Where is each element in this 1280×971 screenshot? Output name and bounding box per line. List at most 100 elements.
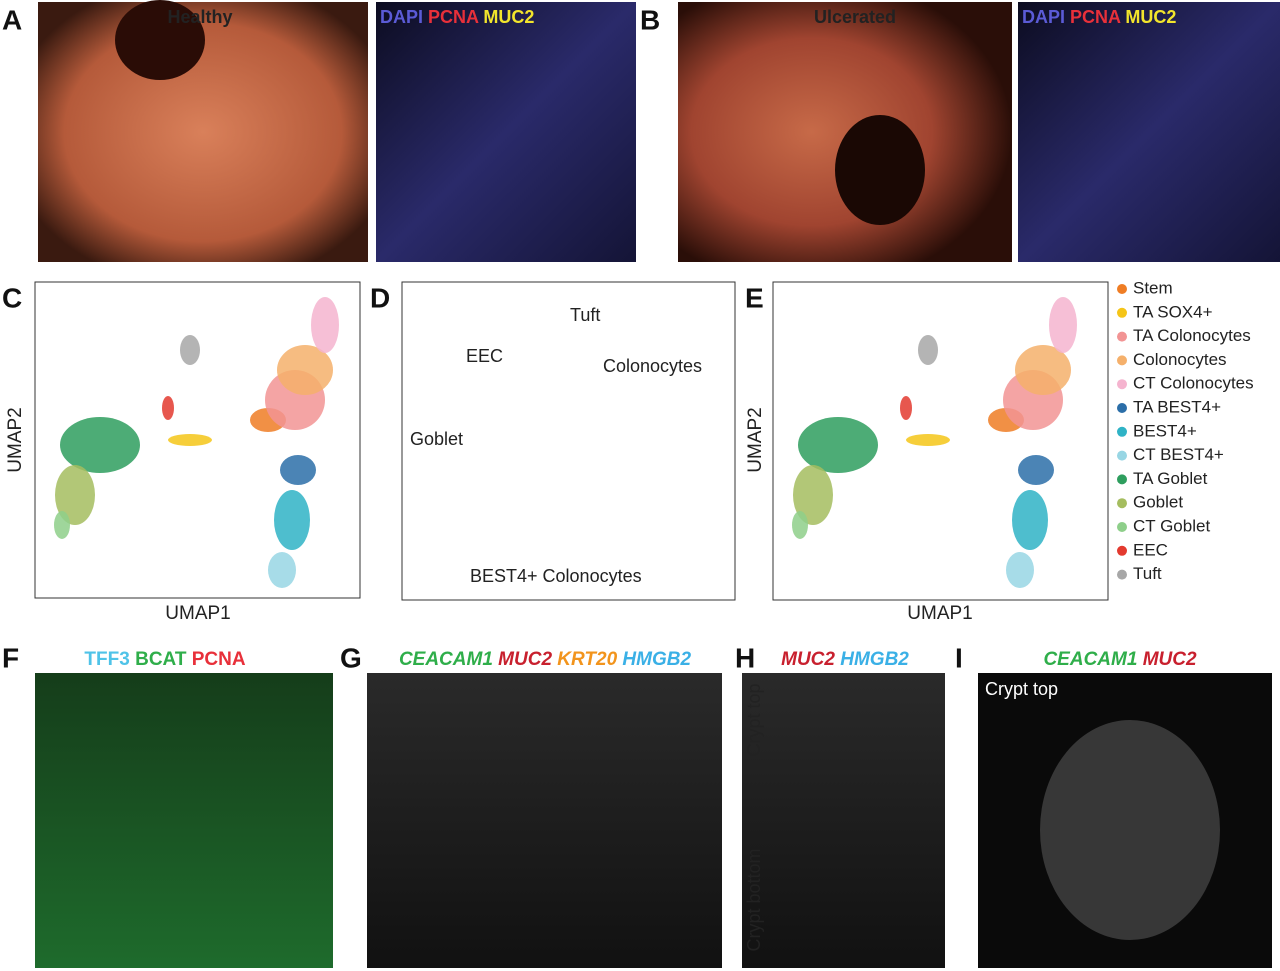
stain-label: DAPI PCNA MUC2 (380, 7, 534, 27)
x-axis-label: UMAP1 (907, 603, 972, 624)
cluster (268, 552, 296, 588)
legend-swatch (1117, 355, 1127, 366)
legend-label: CT Goblet (1133, 516, 1210, 535)
cluster (900, 396, 912, 420)
panel-letter: D (370, 282, 390, 313)
stain-name: MUC2 (498, 649, 552, 670)
region-label: Crypt top (985, 679, 1058, 699)
cluster (918, 335, 938, 365)
stain-name: MUC2 (1125, 7, 1176, 27)
paga-frame (401, 281, 736, 601)
legend-label: Stem (1133, 278, 1173, 297)
legend-label: BEST4+ (1133, 421, 1197, 440)
legend-label: Colonocytes (1133, 350, 1227, 369)
legend-swatch (1117, 331, 1127, 342)
cluster (60, 417, 140, 473)
panel-letter: G (340, 642, 362, 673)
legend-label: TA Goblet (1133, 469, 1208, 488)
stain-name: CEACAM1 (1043, 649, 1137, 670)
cluster-label: BEST4+ Colonocytes (470, 566, 642, 586)
stain-name: DAPI (1022, 7, 1065, 27)
cluster (168, 434, 212, 446)
legend-swatch (1117, 498, 1127, 509)
stain-name: MUC2 (483, 7, 534, 27)
stain-name: KRT20 (557, 649, 617, 670)
legend-label: Goblet (1133, 493, 1183, 512)
legend-label: TA SOX4+ (1133, 302, 1213, 321)
legend-swatch (1117, 284, 1127, 294)
lumen (115, 0, 205, 80)
stain-name: HMGB2 (840, 649, 909, 670)
lumen (835, 115, 925, 225)
panel-letter: C (2, 282, 22, 313)
y-axis-label: UMAP2 (5, 407, 26, 472)
stain-label: TFF3 BCAT PCNA (84, 649, 245, 670)
fluorescence-image (1018, 2, 1280, 262)
stain-name: DAPI (380, 7, 423, 27)
crypt (1040, 720, 1220, 940)
stain-label: CEACAM1 MUC2 (1043, 649, 1197, 670)
cluster (277, 345, 333, 395)
stain-label: CEACAM1 MUC2 KRT20 HMGB2 (399, 649, 692, 670)
legend-swatch (1117, 569, 1127, 580)
cluster (793, 465, 833, 525)
panel-letter: F (2, 642, 19, 673)
legend-label: Tuft (1133, 564, 1162, 583)
legend-label: CT Colonocytes (1133, 374, 1254, 393)
fluorescence-image (376, 2, 636, 262)
panel-letter: H (735, 642, 755, 673)
legend-swatch (1117, 450, 1127, 461)
legend-swatch (1117, 379, 1127, 390)
legend-label: CT BEST4+ (1133, 445, 1224, 464)
legend-label: TA Colonocytes (1133, 326, 1251, 345)
cluster (162, 396, 174, 420)
stain-label: DAPI PCNA MUC2 (1022, 7, 1176, 27)
cluster (55, 465, 95, 525)
legend-swatch (1117, 426, 1127, 437)
stain-name: BCAT (135, 649, 187, 670)
cluster (1018, 455, 1054, 485)
stain-name: MUC2 (1143, 649, 1197, 670)
cluster-label: Tuft (570, 305, 600, 325)
stain-label: MUC2 HMGB2 (781, 649, 909, 670)
fluorescence-image (35, 673, 333, 968)
panel-letter: A (2, 4, 22, 35)
cluster (1006, 552, 1034, 588)
stain-name: TFF3 (84, 649, 129, 670)
cluster-label: Goblet (410, 429, 463, 449)
cluster (54, 511, 70, 539)
cluster (798, 417, 878, 473)
stain-name: HMGB2 (622, 649, 691, 670)
legend-label: TA BEST4+ (1133, 397, 1221, 416)
cluster (1015, 345, 1071, 395)
cluster (1049, 297, 1077, 353)
cluster (180, 335, 200, 365)
cluster (280, 455, 316, 485)
cluster-label: EEC (466, 346, 503, 366)
legend-label: EEC (1133, 540, 1168, 559)
legend-swatch (1117, 474, 1127, 485)
endoscopy-image (678, 2, 1012, 262)
legend-swatch (1117, 545, 1127, 556)
stain-name: PCNA (1070, 7, 1121, 27)
legend-swatch (1117, 307, 1127, 318)
panel-letter: B (640, 4, 660, 35)
stain-name: MUC2 (781, 649, 835, 670)
spatial-image (742, 673, 945, 968)
stain-name: PCNA (428, 7, 479, 27)
cluster (792, 511, 808, 539)
spatial-image (367, 673, 722, 968)
cluster (1012, 490, 1048, 550)
stain-name: CEACAM1 (399, 649, 493, 670)
region-label: Crypt top (744, 683, 764, 756)
panel-letter: E (745, 282, 764, 313)
cluster (906, 434, 950, 446)
legend-swatch (1117, 522, 1127, 532)
image-label: Healthy (167, 7, 232, 27)
stain-name: PCNA (192, 649, 246, 670)
panel-letter: I (955, 642, 963, 673)
legend-swatch (1117, 403, 1127, 413)
y-axis-label: UMAP2 (745, 407, 766, 472)
x-axis-label: UMAP1 (165, 603, 230, 624)
